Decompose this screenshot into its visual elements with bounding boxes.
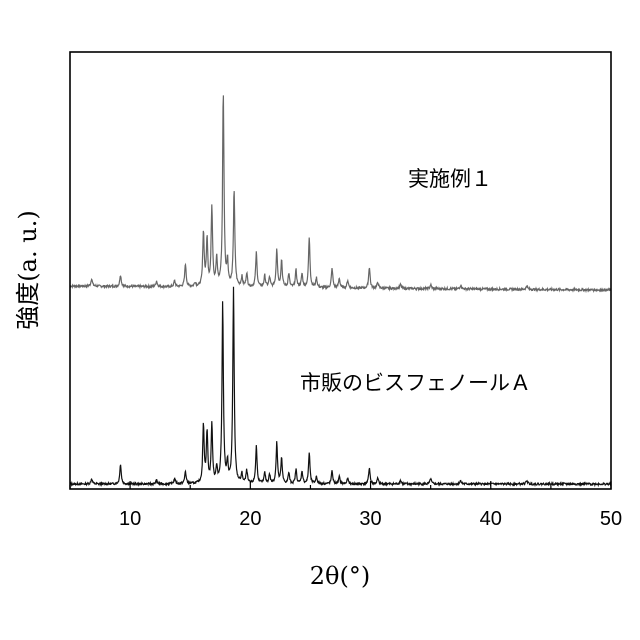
plot-area	[70, 95, 611, 485]
x-axis-label: 2θ(°)	[310, 562, 370, 590]
series-line-1	[70, 95, 611, 291]
y-axis-label: 強度(a. u.)	[14, 210, 42, 329]
x-tick-label: 50	[600, 508, 622, 530]
x-tick-label: 20	[239, 508, 261, 530]
x-tick-label: 40	[480, 508, 502, 530]
series-label-example-1: 実施例１	[408, 167, 492, 191]
x-tick-label: 30	[359, 508, 381, 530]
x-tick-label: 10	[119, 508, 141, 530]
plot-frame	[70, 52, 611, 489]
series-label-commercial-bisphenol-a: 市販のビスフェノールＡ	[300, 371, 531, 395]
